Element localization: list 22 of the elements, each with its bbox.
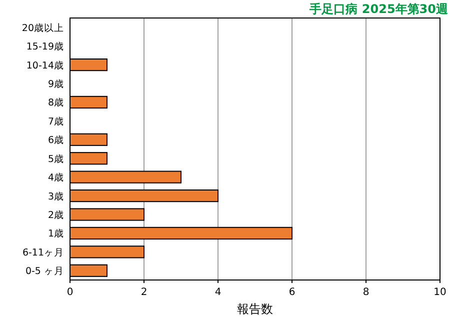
x-tick-label: 8 — [362, 287, 370, 298]
y-tick-label: 10-14歳 — [26, 59, 64, 72]
x-axis-title: 報告数 — [237, 302, 273, 316]
x-tick-label: 6 — [288, 287, 296, 298]
y-tick-label: 9歳 — [48, 78, 64, 90]
y-tick-label: 4歳 — [48, 172, 64, 184]
y-tick-label: 7歳 — [48, 115, 64, 128]
y-tick-label: 6歳 — [48, 134, 64, 146]
x-tick-label: 2 — [140, 287, 148, 298]
y-tick-label: 15-19歳 — [26, 40, 64, 53]
y-tick-label: 20歳以上 — [22, 22, 64, 34]
x-tick-label: 0 — [66, 287, 74, 298]
x-tick-label: 10 — [434, 287, 446, 298]
y-tick-label: 2歳 — [48, 209, 64, 221]
y-tick-label: 6-11ヶ月 — [22, 247, 64, 258]
x-tick-label: 4 — [214, 287, 222, 298]
chart-title: 手足口病 2025年第30週 — [308, 2, 449, 16]
y-tick-label: 0-5 ヶ月 — [25, 266, 64, 278]
y-tick-label: 1歳 — [48, 228, 64, 240]
y-tick-label: 8歳 — [48, 96, 64, 109]
y-tick-label: 3歳 — [48, 190, 64, 202]
y-tick-label: 5歳 — [48, 152, 64, 165]
